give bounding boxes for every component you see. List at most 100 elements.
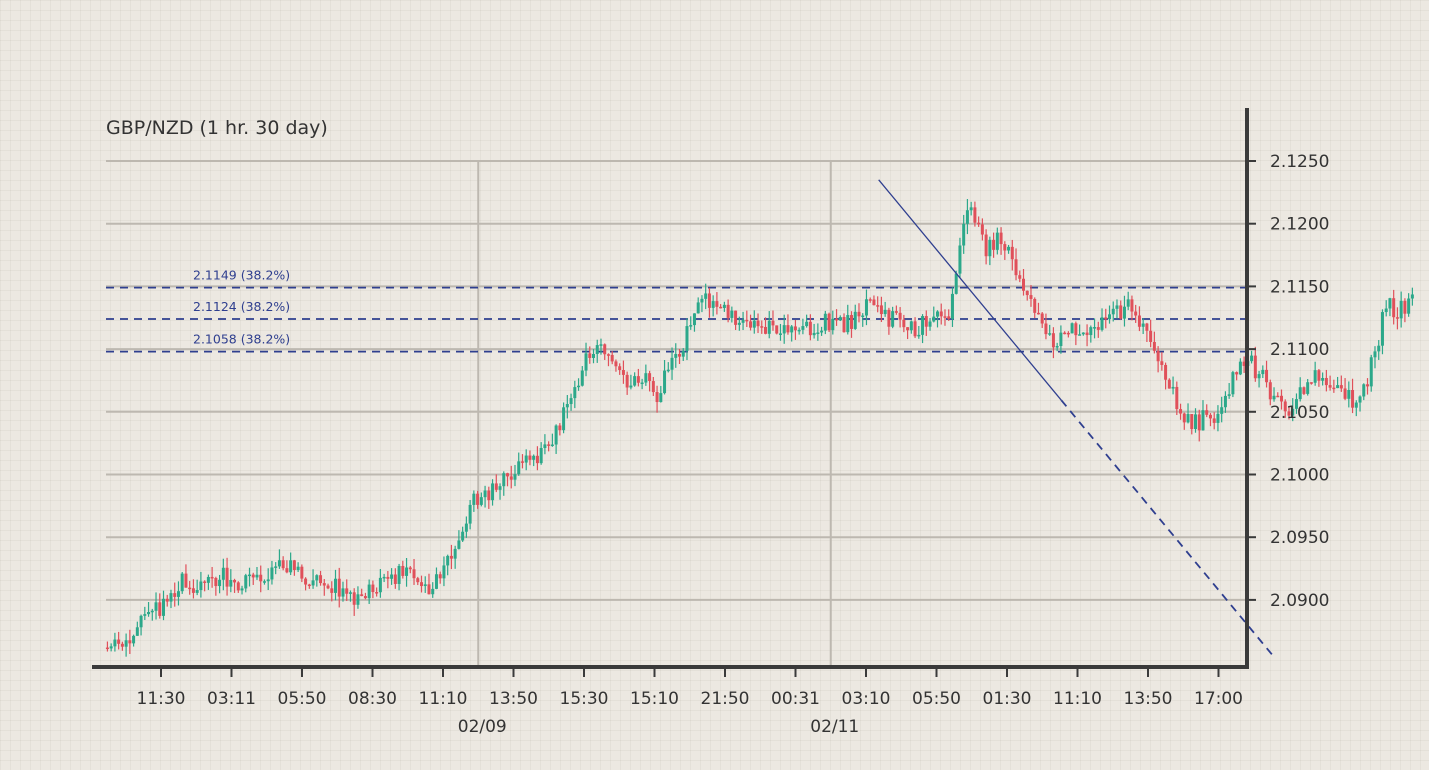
candle-body [868, 299, 872, 301]
candle-body [801, 326, 805, 330]
candle-body [367, 584, 371, 599]
candle-body [188, 587, 192, 590]
candle-body [1048, 333, 1052, 335]
candle-body [337, 578, 341, 597]
candle-body [1022, 278, 1026, 291]
candle-body [1003, 244, 1007, 251]
candle-body [932, 316, 936, 322]
candle-body [1220, 407, 1224, 414]
candle-body [319, 575, 323, 584]
candle-body [906, 327, 910, 331]
candle-body [434, 574, 438, 589]
candle-body [689, 325, 693, 327]
candle-body [1399, 300, 1403, 319]
candle-body [954, 273, 958, 294]
candle-body [659, 393, 663, 403]
candle-body [1238, 361, 1242, 375]
date-label: 02/09 [458, 717, 507, 737]
candle-body [767, 320, 771, 334]
candle-body [431, 588, 435, 595]
candle-body [180, 573, 184, 592]
candle-body [1265, 369, 1269, 383]
candle-body [1291, 408, 1295, 416]
candle-body [524, 455, 528, 463]
candle-body [917, 334, 921, 337]
level-label: 2.1149 (38.2%) [193, 268, 290, 283]
candle-body [363, 596, 367, 599]
x-tick-label: 15:10 [630, 689, 679, 709]
candle-body [1377, 345, 1381, 352]
candle-body [1078, 334, 1082, 336]
candle-body [464, 523, 468, 532]
candle-body [360, 594, 364, 597]
candle-body [696, 302, 700, 314]
candle-body [322, 583, 326, 586]
candle-body [132, 635, 136, 644]
candle-body [603, 344, 607, 355]
candle-body [483, 490, 487, 498]
candle-body [1182, 413, 1186, 423]
candle-body [1242, 361, 1246, 366]
x-tick-label: 17:00 [1194, 689, 1243, 709]
candle-body [1287, 411, 1291, 416]
candle-body [614, 361, 618, 367]
candle-body [397, 565, 401, 584]
candle-body [236, 582, 240, 591]
trendline-solid [878, 179, 1062, 401]
x-tick-label: 21:50 [701, 689, 750, 709]
candle-body [1149, 330, 1153, 342]
candle-body [1223, 395, 1227, 408]
candle-body [988, 239, 992, 257]
candle-body [592, 353, 596, 358]
candle-body [248, 574, 252, 577]
candle-body [124, 640, 128, 647]
candle-body [1014, 259, 1018, 276]
candle-body [1100, 317, 1104, 330]
candle-body [1122, 306, 1126, 319]
candle-body [842, 317, 846, 333]
candle-body [274, 566, 278, 568]
candle-body [1160, 361, 1164, 365]
candle-body [760, 326, 764, 328]
candle-body [109, 646, 113, 649]
candle-body [629, 385, 633, 388]
candle-body [1388, 298, 1392, 309]
candle-body [992, 239, 996, 250]
candle-body [292, 560, 296, 570]
candle-body [1033, 298, 1037, 313]
candle-body [390, 574, 394, 579]
candle-body [393, 574, 397, 584]
candle-body [262, 581, 266, 583]
candle-body [1373, 351, 1377, 358]
candle-body [270, 567, 274, 580]
candle-body [382, 576, 386, 579]
candle-body [1010, 246, 1014, 260]
candle-body [173, 593, 177, 597]
y-tick-label: 2.0950 [1270, 528, 1329, 548]
y-tick-label: 2.1050 [1270, 403, 1329, 423]
candle-body [176, 591, 180, 597]
candle-body [259, 574, 263, 582]
candle-body [438, 574, 442, 579]
candle-body [1130, 299, 1134, 312]
candle-body [203, 581, 207, 583]
candle-body [909, 321, 913, 331]
candle-body [517, 461, 521, 475]
candle-body [1044, 323, 1048, 335]
candle-body [962, 223, 966, 246]
candle-body [745, 319, 749, 322]
candle-body [199, 581, 203, 591]
candle-body [139, 615, 143, 628]
candle-body [588, 353, 592, 358]
candle-body [853, 311, 857, 329]
candle-body [1358, 396, 1362, 403]
candle-body [1051, 333, 1055, 348]
candle-body [595, 345, 599, 354]
candle-body [1081, 332, 1085, 335]
candle-body [1227, 394, 1231, 396]
candle-body [1366, 384, 1370, 387]
candle-body [277, 560, 281, 567]
candle-body [1025, 290, 1029, 296]
candle-body [1276, 395, 1280, 398]
